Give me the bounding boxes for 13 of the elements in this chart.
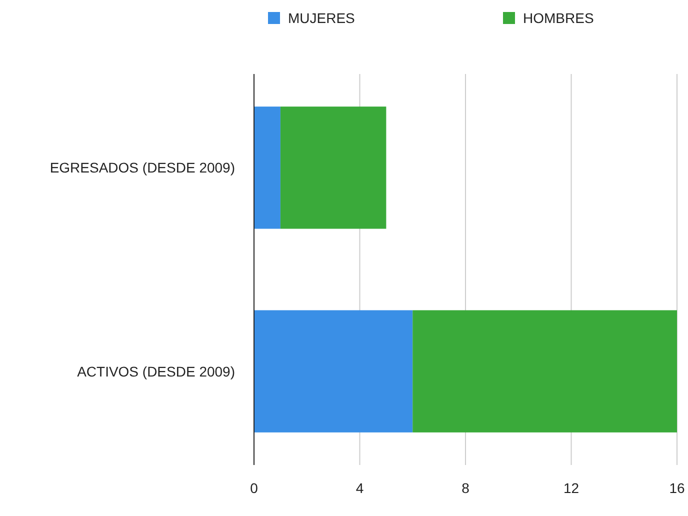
x-tick-label: 4 [356,480,364,496]
y-tick-label: ACTIVOS (DESDE 2009) [77,363,235,380]
x-tick-label: 0 [250,480,258,496]
bar [412,310,677,432]
x-tick-label: 12 [563,480,580,496]
bar [280,106,386,229]
x-tick-label: 16 [669,480,685,496]
bar [254,106,280,229]
legend-label: HOMBRES [523,10,594,26]
bar [254,310,413,432]
x-tick-label: 8 [462,480,470,496]
y-tick-label: EGRESADOS (DESDE 2009) [50,160,235,176]
legend-label: MUJERES [288,10,355,26]
